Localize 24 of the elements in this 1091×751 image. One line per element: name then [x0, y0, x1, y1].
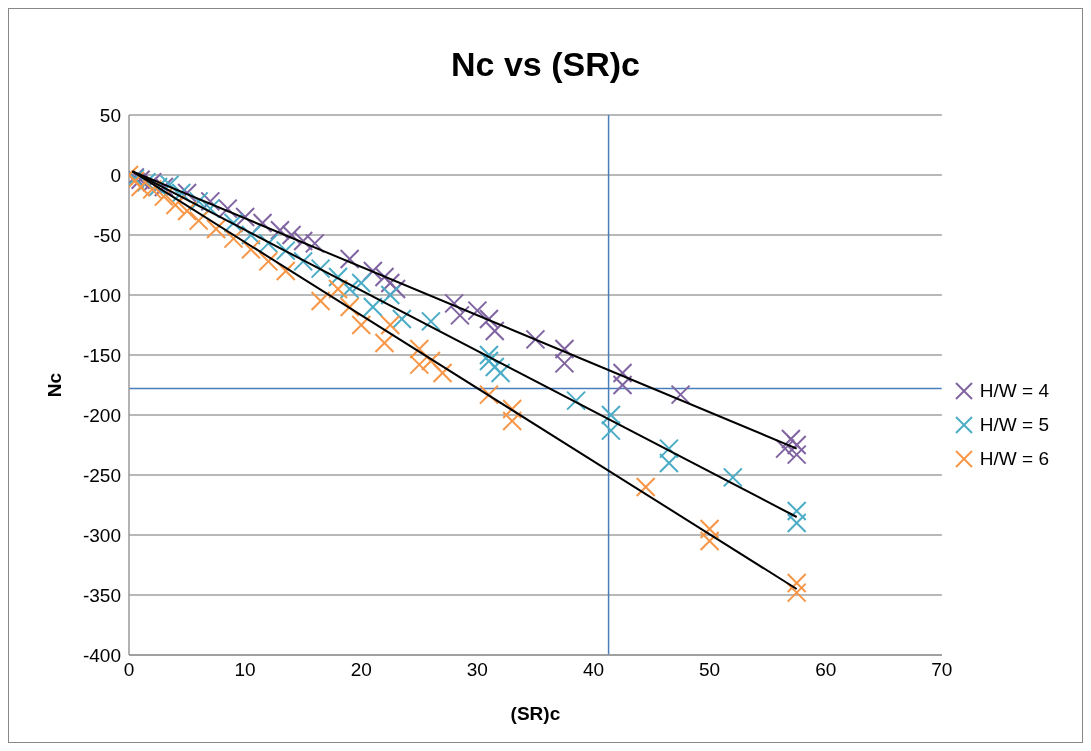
y-tick-label: -300	[82, 524, 121, 546]
x-tick-label: 60	[815, 659, 837, 681]
legend-label: H/W = 5	[979, 414, 1049, 436]
y-tick-label: -250	[82, 464, 121, 486]
y-tick-label: -100	[82, 284, 121, 306]
x-tick-label: 0	[123, 659, 135, 681]
y-tick-label: -400	[82, 644, 121, 666]
y-tick-label: -200	[82, 404, 121, 426]
y-tick-label: -350	[82, 584, 121, 606]
y-tick-label: -50	[93, 224, 121, 246]
legend-label: H/W = 6	[979, 448, 1049, 470]
y-tick-label: -150	[82, 344, 121, 366]
y-tick-label: 0	[110, 164, 121, 186]
x-tick-label: 20	[350, 659, 372, 681]
y-axis-title: Nc	[43, 372, 65, 398]
x-tick-label: 50	[699, 659, 721, 681]
x-tick-label: 70	[931, 659, 953, 681]
x-axis-title: (SR)c	[510, 703, 561, 724]
x-tick-label: 30	[466, 659, 488, 681]
chart-title: Nc vs (SR)c	[450, 44, 641, 85]
y-tick-label: 50	[99, 104, 121, 126]
x-tick-label: 40	[582, 659, 605, 681]
legend-label: H/W = 4	[979, 380, 1049, 402]
x-tick-label: 10	[234, 659, 256, 681]
